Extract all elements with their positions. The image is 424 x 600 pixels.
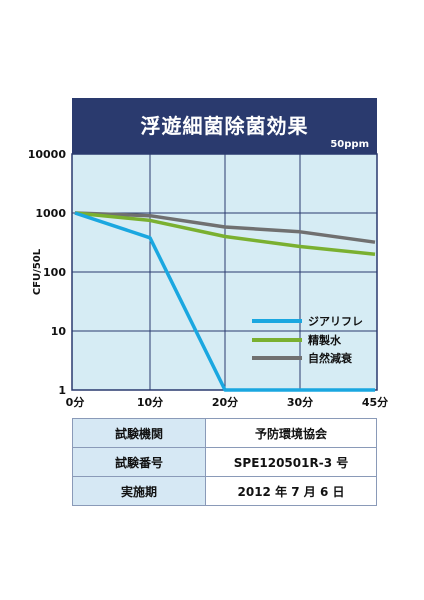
info-label-institution: 試験機関 — [72, 418, 206, 448]
legend-label: 自然減衰 — [308, 351, 353, 365]
series-line-2 — [74, 211, 376, 256]
y-tick-label: 10 — [51, 325, 67, 338]
y-axis-label: CFU/50L — [32, 248, 43, 295]
x-tick-label: 30分 — [287, 395, 313, 409]
legend-label: ジアリフレ — [308, 315, 363, 328]
y-tick-label: 10000 — [28, 148, 67, 161]
line-chart: 10000 1000 100 10 10分 10分 20分 30分 45分 CFU/50L ジアリフ… — [28, 148, 388, 409]
x-tick-label: 20分 — [212, 395, 238, 409]
series-line-1 — [74, 211, 375, 392]
x-tick-label: 0分 — [66, 395, 85, 409]
y-tick-label: 1000 — [35, 207, 66, 220]
table-row: 試験機関 予防環境協会 — [72, 418, 377, 448]
series-line-3 — [74, 211, 376, 244]
chart-title: 浮遊細菌除菌効果 — [140, 114, 309, 138]
legend-label: 精製水 — [308, 333, 342, 347]
info-value-test-number: SPE120501R-3 号 — [205, 447, 377, 477]
y-tick-label: 1 — [58, 384, 66, 397]
info-value-date: 2012 年 7 月 6 日 — [205, 476, 377, 506]
info-value-institution: 予防環境協会 — [205, 418, 377, 448]
chart-subtitle: 50ppm — [330, 139, 369, 150]
test-info-table: 試験機関 予防環境協会 試験番号 SPE120501R-3 号 実施期 2012… — [72, 418, 377, 506]
info-label-test-number: 試験番号 — [72, 447, 206, 477]
y-tick-label: 100 — [43, 266, 66, 279]
x-tick-label: 10分 — [137, 395, 163, 409]
table-row: 実施期 2012 年 7 月 6 日 — [72, 476, 377, 506]
table-row: 試験番号 SPE120501R-3 号 — [72, 447, 377, 477]
chart-title-bar: 浮遊細菌除菌効果 50ppm — [72, 98, 377, 154]
x-tick-label: 45分 — [362, 395, 388, 409]
info-label-date: 実施期 — [72, 476, 206, 506]
